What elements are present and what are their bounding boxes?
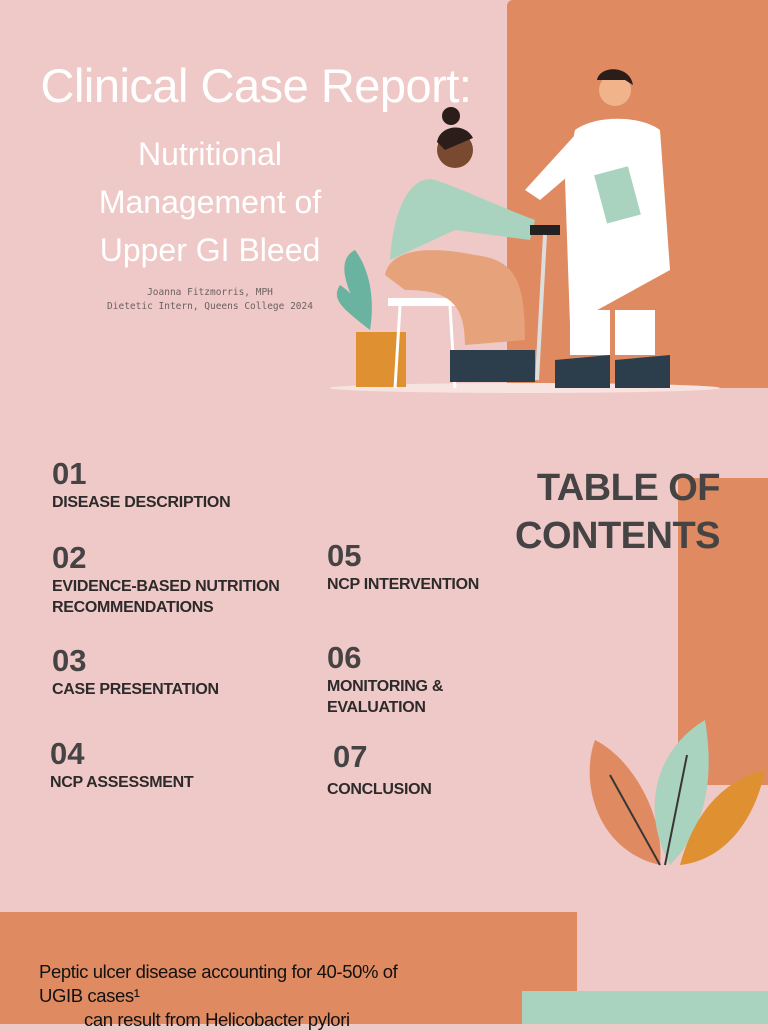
toc-item-06[interactable]: 06 MONITORING & EVALUATION [327,640,467,718]
toc-number: 01 [52,456,87,491]
toc-label: MONITORING & EVALUATION [327,678,444,716]
author-affiliation: Dietetic Intern, Queens College 2024 [107,301,313,312]
toc-number: 06 [327,640,362,675]
toc-heading: TABLE OF CONTENTS [515,464,721,560]
mint-panel-bottom [522,991,768,1024]
toc-label: NCP INTERVENTION [327,576,479,593]
text-line: Peptic ulcer disease accounting for 40-5… [39,961,398,982]
toc-number: 04 [50,736,85,771]
toc-heading-line: CONTENTS [515,515,721,557]
toc-number: 05 [327,538,362,573]
toc-label: CASE PRESENTATION [52,681,219,698]
toc-number: 02 [52,540,87,575]
toc-number: 07 [333,739,368,774]
subtitle-line: Nutritional [137,136,283,172]
toc-item-05[interactable]: 05 NCP INTERVENTION [327,538,479,595]
ugib-text: Peptic ulcer disease accounting for 40-5… [39,960,519,1032]
text-line: UGIB cases¹ [39,985,140,1006]
subtitle-line: Upper GI Bleed [99,232,321,268]
toc-label: EVIDENCE-BASED NUTRITION RECOMMENDATIONS [52,578,280,616]
author-info: Joanna Fitzmorris, MPH Dietetic Intern, … [100,286,320,314]
text-line: can result from Helicobacter pylori [84,1009,350,1030]
page-subtitle: Nutritional Management of Upper GI Bleed [60,130,360,274]
doctor-patient-illustration [330,69,720,393]
subtitle-line: Management of [98,184,322,220]
toc-item-01[interactable]: 01 DISEASE DESCRIPTION [52,456,231,513]
toc-label: CONCLUSION [327,781,432,798]
toc-number: 03 [52,643,87,678]
orange-panel-bottom [0,912,577,1024]
toc-heading-line: TABLE OF [536,467,721,509]
toc-label: DISEASE DESCRIPTION [52,494,231,511]
author-name: Joanna Fitzmorris, MPH [147,287,273,298]
leaves-illustration [589,720,765,866]
toc-label: NCP ASSESSMENT [50,774,194,791]
toc-item-03[interactable]: 03 CASE PRESENTATION [52,643,219,700]
toc-item-02[interactable]: 02 EVIDENCE-BASED NUTRITION RECOMMENDATIO… [52,540,312,618]
page-title: Clinical Case Report: [40,59,472,112]
toc-item-04[interactable]: 04 NCP ASSESSMENT [50,736,194,793]
toc-item-07[interactable]: 07 CONCLUSION [327,739,432,800]
